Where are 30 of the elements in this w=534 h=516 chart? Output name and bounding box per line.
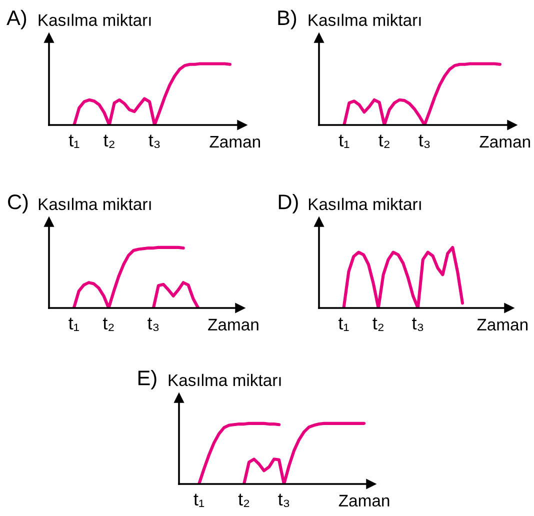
- y-axis-title: Kasılma miktarı: [308, 14, 421, 26]
- x-tick-label: t₂: [372, 318, 384, 331]
- x-tick-label: t₁: [68, 134, 80, 148]
- x-tick-label: t₁: [68, 318, 79, 331]
- x-tick-label: t₁: [194, 494, 204, 507]
- x-tick-label: t₃: [412, 318, 424, 332]
- x-axis-title: Zaman: [338, 494, 390, 507]
- x-tick-label: t₁: [338, 318, 349, 331]
- x-tick-label: t₂: [104, 134, 114, 148]
- chart-title: E): [138, 370, 156, 390]
- chart-title: C): [8, 194, 28, 214]
- chart-title: D): [278, 194, 298, 214]
- x-tick-label: t₂: [102, 318, 114, 331]
- y-axis-title: Kasılma miktarı: [38, 14, 151, 26]
- x-tick-label: t₂: [238, 494, 250, 507]
- x-tick-label: t₃: [418, 134, 430, 148]
- chart-title: A): [6, 10, 26, 30]
- x-tick-label: t₂: [378, 134, 390, 148]
- x-axis-title: Zaman: [477, 318, 528, 331]
- x-axis-title: Zaman: [210, 136, 260, 148]
- y-axis-title: Kasılma miktarı: [38, 198, 151, 210]
- x-tick-label: t₁: [338, 134, 350, 148]
- y-axis-title: Kasılma miktarı: [308, 198, 421, 210]
- y-axis-title: Kasılma miktarı: [168, 374, 281, 386]
- x-tick-label: t₃: [278, 494, 290, 508]
- x-axis-title: Zaman: [208, 318, 258, 331]
- chart-title: B): [278, 10, 296, 30]
- x-tick-label: t₃: [148, 134, 160, 148]
- x-tick-label: t₃: [148, 318, 159, 332]
- x-axis-title: Zaman: [480, 136, 530, 148]
